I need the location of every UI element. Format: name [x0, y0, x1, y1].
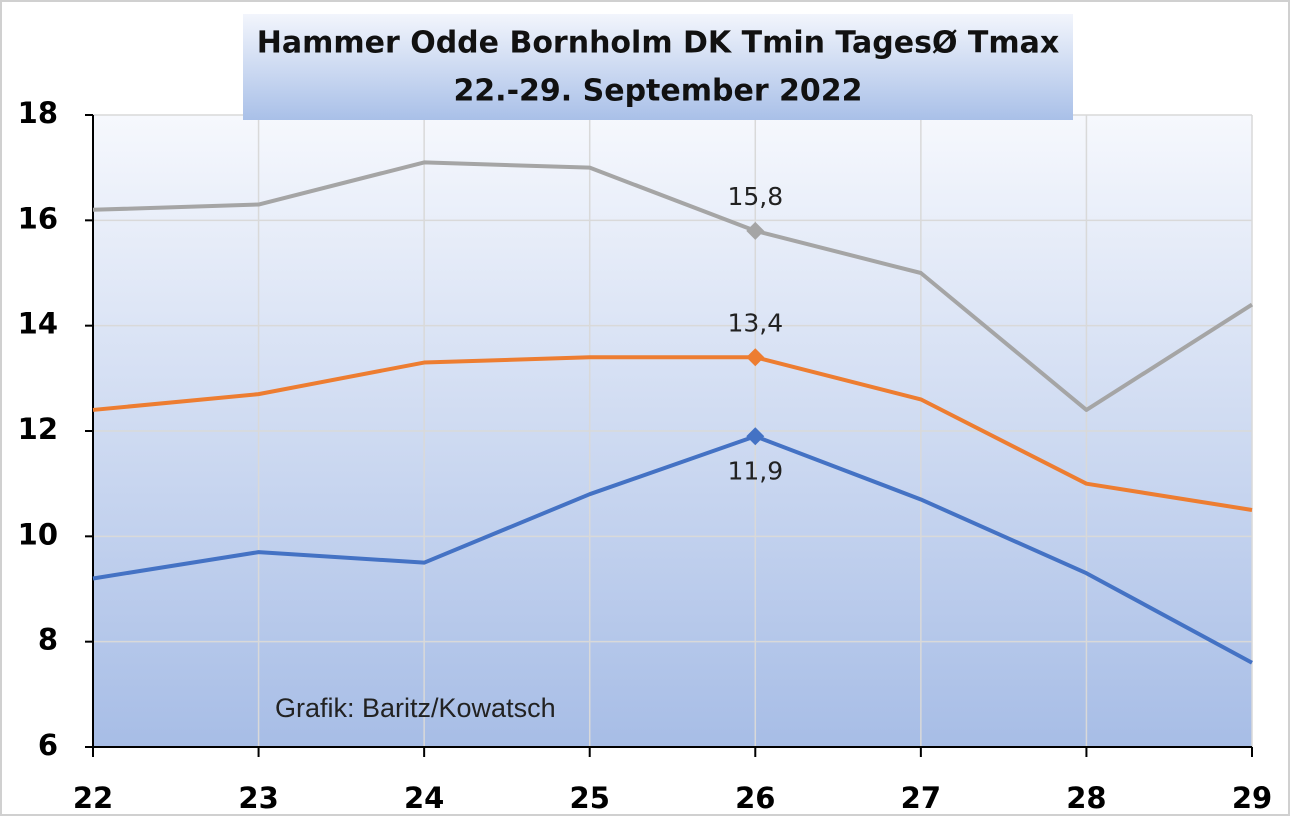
y-tick-label: 14 [18, 307, 58, 341]
x-tick-label: 24 [404, 781, 444, 815]
y-tick-label: 16 [18, 201, 58, 235]
x-tick-label: 29 [1232, 781, 1272, 815]
marker [746, 427, 765, 446]
x-tick-label: 25 [570, 781, 610, 815]
x-tick-label: 22 [73, 781, 113, 815]
data-label: 15,8 [727, 182, 783, 211]
x-tick-label: 28 [1066, 781, 1106, 815]
x-tick-label: 23 [238, 781, 278, 815]
x-tick-label: 27 [901, 781, 941, 815]
x-tick-label: 26 [735, 781, 775, 815]
title-box [243, 14, 1073, 120]
line-series [92, 355, 1253, 512]
line-series [92, 434, 1253, 665]
marker [746, 348, 765, 367]
y-tick-label: 6 [38, 728, 58, 762]
y-tick-label: 10 [18, 517, 58, 551]
data-label: 11,9 [727, 456, 783, 485]
y-tick-label: 12 [18, 412, 58, 446]
y-tick-label: 8 [38, 623, 58, 657]
y-tick-label: 18 [18, 96, 58, 130]
chart-title: Hammer Odde Bornholm DK Tmin TagesØ Tmax [257, 26, 1059, 61]
chart-subtitle: 22.-29. September 2022 [453, 74, 862, 109]
line-series [92, 160, 1254, 412]
annotation: Grafik: Baritz/Kowatsch [275, 693, 556, 723]
data-label: 13,4 [727, 308, 783, 337]
marker [746, 221, 765, 240]
